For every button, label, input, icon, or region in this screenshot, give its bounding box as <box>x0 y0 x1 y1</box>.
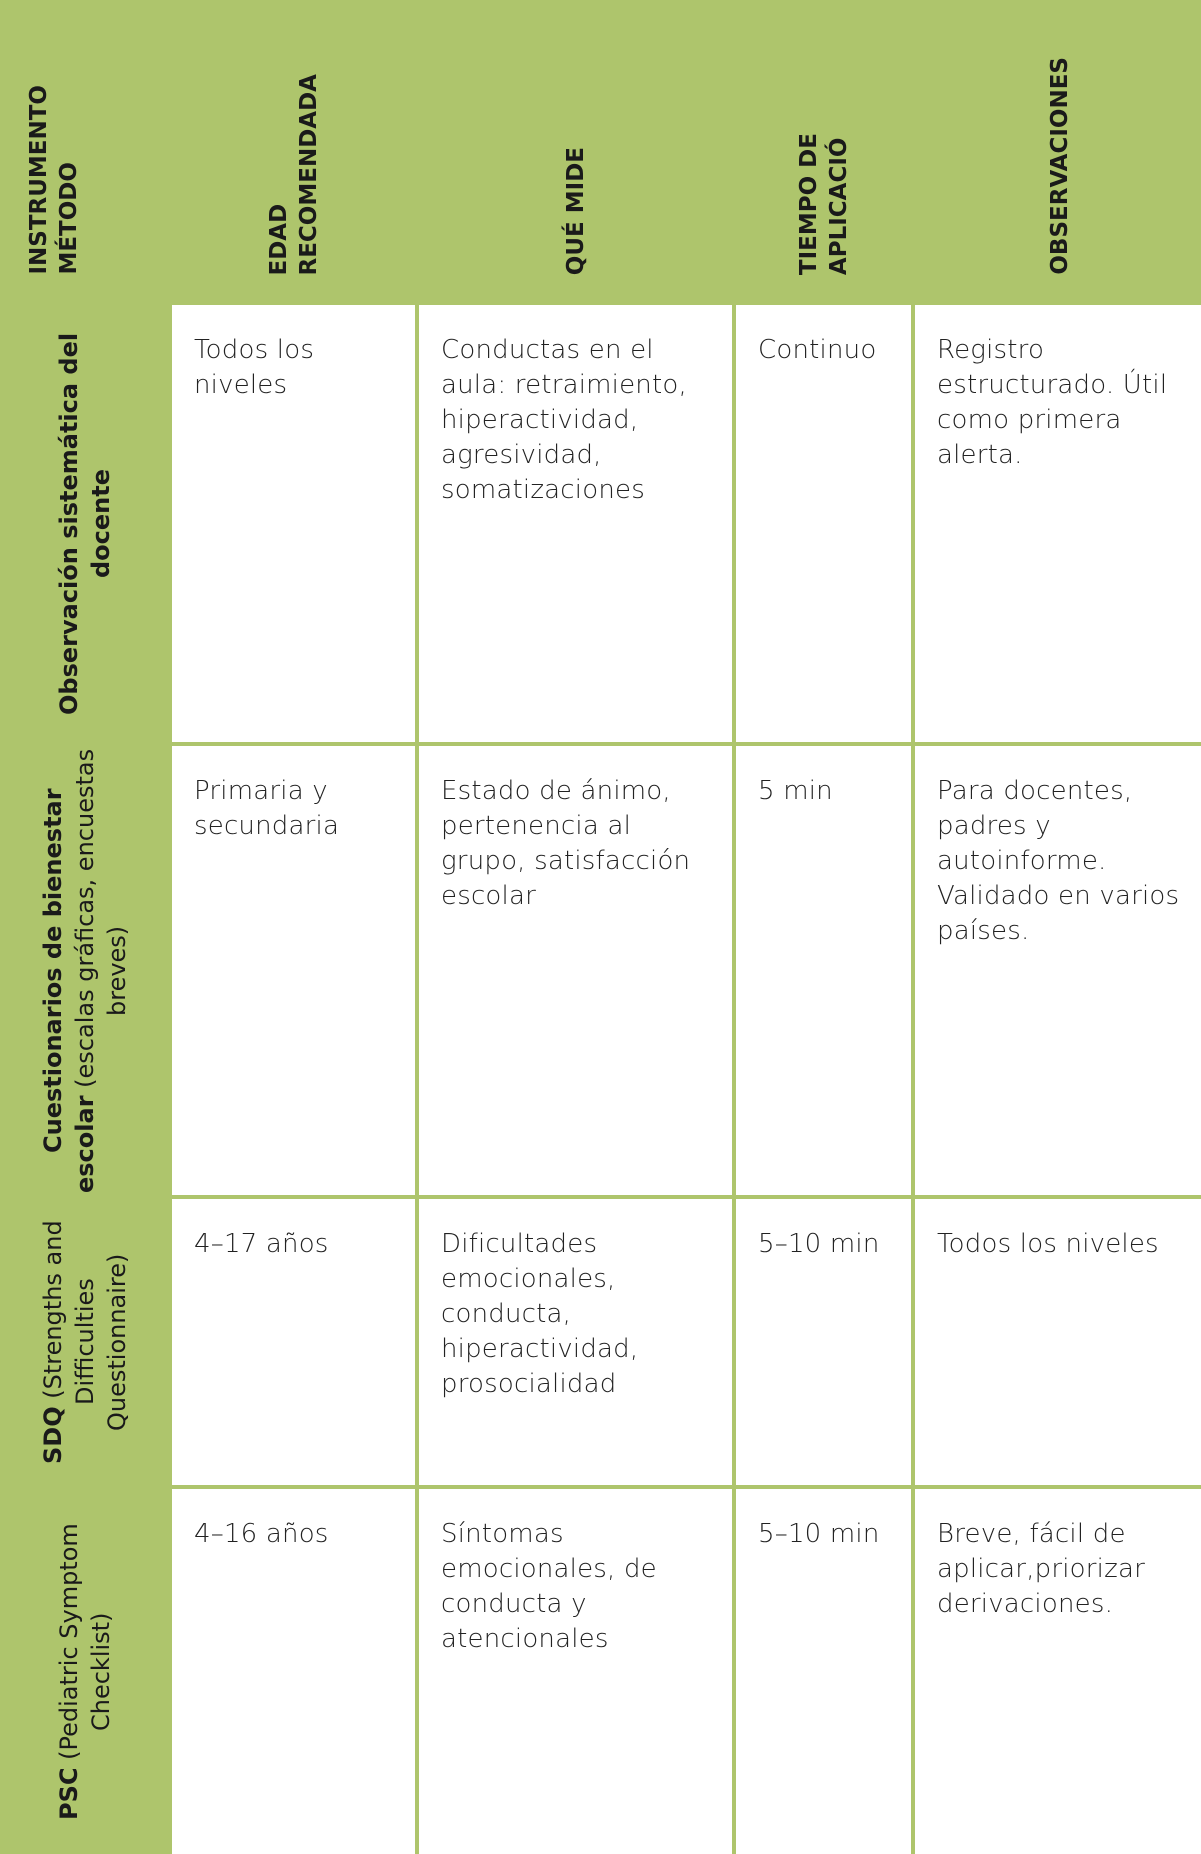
instrument-rest: (Pediatric Symptom Checklist) <box>55 1523 115 1768</box>
cell-time: 5–10 min <box>736 1199 911 1485</box>
cell-measures: Conductas en el aula: retraimiento, hipe… <box>419 305 732 742</box>
header-instrumento: INSTRUMENTO MÉTODO <box>2 2 168 301</box>
row-label: PSC (Pediatric Symptom Checklist) <box>2 1489 168 1854</box>
cell-time: 5–10 min <box>736 1489 911 1854</box>
instrument-bold: PSC <box>55 1767 83 1820</box>
instrument-rest: (Strengths and Difficulties Questionnair… <box>39 1220 131 1431</box>
cell-measures: Síntomas emocionales, de conducta y aten… <box>419 1489 732 1854</box>
header-label: INSTRUMENTO MÉTODO <box>26 85 82 275</box>
cell-notes: Registro estructurado. Útil como primera… <box>915 305 1201 742</box>
instrument-name: PSC (Pediatric Symptom Checklist) <box>53 1489 117 1854</box>
cell-time: 5 min <box>736 746 911 1195</box>
header-label: QUÉ MIDE <box>562 146 589 275</box>
row-label: Observación sistemática del docente <box>2 305 168 742</box>
instrument-rest: (escalas gráficas, encuestas breves) <box>71 748 131 1095</box>
cell-measures: Dificultades emocionales, conducta, hipe… <box>419 1199 732 1485</box>
cell-age: Todos los niveles <box>172 305 415 742</box>
instrument-name: Cuestionarios de bienestar escolar (esca… <box>37 746 133 1195</box>
header-que-mide: QUÉ MIDE <box>419 2 732 301</box>
cell-time: Continuo <box>736 305 911 742</box>
instrument-name: SDQ (Strengths and Difficulties Question… <box>37 1199 133 1485</box>
header-label: OBSERVACIONES <box>1047 57 1073 275</box>
row-label: Cuestionarios de bienestar escolar (esca… <box>2 746 168 1195</box>
header-observaciones: OBSERVACIONES <box>915 2 1201 301</box>
header-label: EDAD RECOMENDADA <box>265 73 322 276</box>
cell-notes: Breve, fácil de aplicar,priorizar deriva… <box>915 1489 1201 1854</box>
instrument-bold: Observación sistemática del docente <box>55 332 115 715</box>
cell-notes: Todos los niveles <box>915 1199 1201 1485</box>
cell-notes: Para docentes, padres y autoinforme. Val… <box>915 746 1201 1195</box>
header-edad: EDAD RECOMENDADA <box>172 2 415 301</box>
header-tiempo: TIEMPO DE APLICACIÓ <box>736 2 911 301</box>
cell-age: 4–16 años <box>172 1489 415 1854</box>
instrument-name: Observación sistemática del docente <box>53 305 117 742</box>
cell-age: Primaria y secundaria <box>172 746 415 1195</box>
header-label: TIEMPO DE APLICACIÓ <box>795 132 852 275</box>
cell-measures: Estado de ánimo, pertenencia al grupo, s… <box>419 746 732 1195</box>
row-label: SDQ (Strengths and Difficulties Question… <box>2 1199 168 1485</box>
instrument-bold: SDQ <box>39 1406 67 1464</box>
cell-age: 4–17 años <box>172 1199 415 1485</box>
